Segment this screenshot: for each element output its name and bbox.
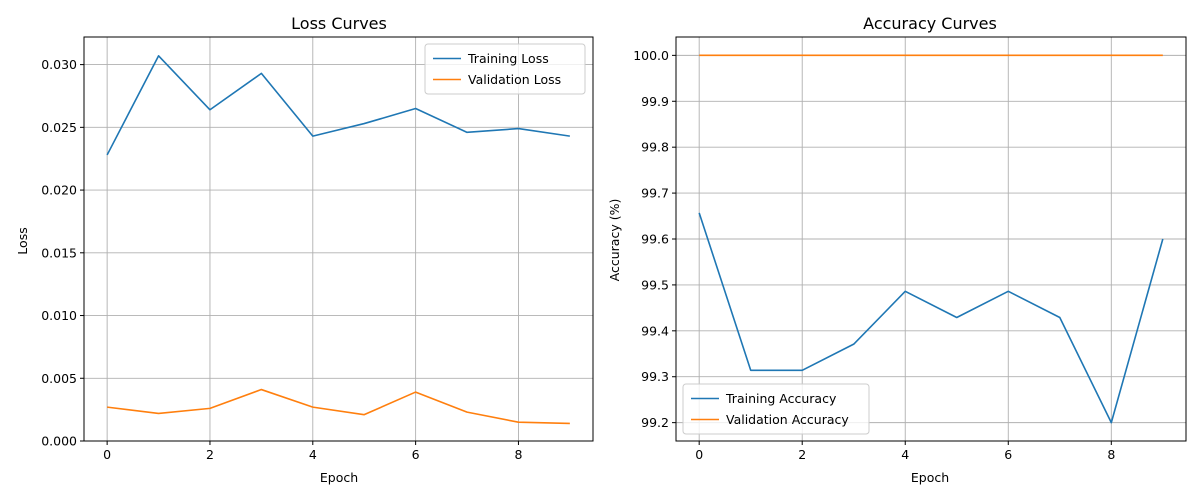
chart-title: Loss Curves	[291, 14, 387, 33]
x-tick-label: 2	[798, 447, 806, 462]
y-tick-label: 99.9	[641, 94, 669, 109]
loss-chart: Loss Curves Epoch Loss 0 2 4 6 8 0.000 0.005 0.…	[15, 14, 594, 485]
legend-label: Training Accuracy	[725, 391, 837, 406]
y-tick-label: 0.015	[41, 245, 77, 260]
x-tick-label: 2	[206, 447, 214, 462]
legend: Training Loss Validation Loss	[424, 43, 586, 95]
chart-title: Accuracy Curves	[863, 14, 997, 33]
y-tick-label: 99.7	[641, 186, 669, 201]
validation-series-line	[107, 388, 570, 425]
y-tick-label: 99.6	[641, 232, 669, 247]
training-series-line	[106, 55, 570, 156]
legend-label: Validation Loss	[468, 72, 561, 87]
x-axis-label: Epoch	[911, 470, 949, 485]
x-tick-label: 8	[1107, 447, 1115, 462]
legend-box	[682, 383, 870, 435]
accuracy-chart: Accuracy Curves Epoch Accuracy (%) 0 2 4 6 8…	[607, 14, 1187, 485]
plot-frame	[83, 36, 594, 442]
x-tick-label: 0	[695, 447, 703, 462]
y-tick-label: 0.000	[41, 434, 77, 449]
legend-label: Training Loss	[467, 51, 549, 66]
y-tick-label: 0.030	[41, 57, 77, 72]
y-tick-label: 99.2	[641, 415, 669, 430]
y-tick-label: 0.010	[41, 308, 77, 323]
y-tick-label: 99.8	[641, 140, 669, 155]
legend-box	[424, 43, 586, 95]
y-tick-label: 0.020	[41, 183, 77, 198]
x-axis-label: Epoch	[320, 470, 358, 485]
x-tick-label: 0	[103, 447, 111, 462]
y-axis-label: Loss	[15, 227, 30, 254]
x-tick-label: 8	[514, 447, 522, 462]
y-tick-label: 0.005	[41, 371, 77, 386]
y-tick-label: 0.025	[41, 120, 77, 135]
y-tick-label: 99.5	[641, 277, 669, 292]
x-tick-label: 4	[901, 447, 909, 462]
x-tick-label: 6	[1004, 447, 1012, 462]
legend-label: Validation Accuracy	[726, 412, 849, 427]
x-tick-label: 6	[412, 447, 420, 462]
y-tick-label: 99.3	[641, 369, 669, 384]
y-tick-label: 100.0	[633, 48, 669, 63]
legend: Training Accuracy Validation Accuracy	[682, 383, 870, 435]
y-tick-label: 99.4	[641, 323, 669, 338]
y-axis-label: Accuracy (%)	[607, 199, 622, 282]
plot-frame	[675, 36, 1187, 442]
x-tick-label: 4	[309, 447, 317, 462]
training-series-line	[698, 212, 1164, 424]
